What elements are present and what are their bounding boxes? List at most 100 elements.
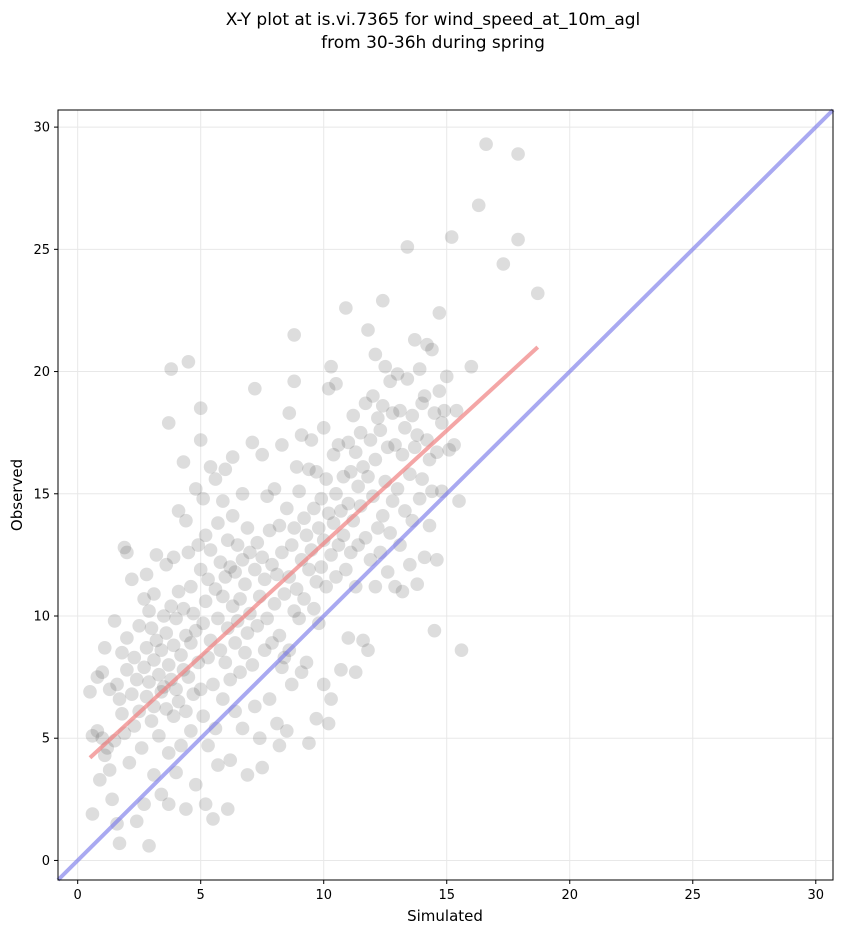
scatter-point bbox=[351, 538, 365, 552]
scatter-point bbox=[161, 746, 176, 760]
scatter-point bbox=[383, 526, 397, 540]
scatter-point bbox=[152, 667, 166, 682]
scatter-point bbox=[248, 381, 262, 396]
scatter-point bbox=[181, 545, 196, 560]
scatter-point bbox=[248, 699, 262, 714]
scatter-point bbox=[193, 562, 208, 577]
scatter-point bbox=[147, 653, 161, 667]
scatter-point bbox=[265, 557, 279, 572]
scatter-point bbox=[85, 807, 100, 821]
scatter-point bbox=[147, 768, 161, 782]
scatter-point bbox=[181, 354, 196, 369]
scatter-point bbox=[201, 738, 215, 753]
scatter-point bbox=[208, 472, 223, 486]
scatter-point bbox=[220, 621, 235, 636]
scatter-point bbox=[159, 557, 174, 572]
scatter-point bbox=[142, 838, 156, 853]
scatter-point bbox=[159, 626, 174, 640]
scatter-point bbox=[316, 533, 331, 548]
axis-ticks: 0 5 10 15 20 25 30 0 5 10 15 20 25 30 bbox=[33, 121, 824, 903]
scatter-point bbox=[117, 540, 132, 555]
scatter-point bbox=[334, 662, 348, 677]
scatter-point bbox=[233, 592, 247, 606]
identity-line bbox=[56, 108, 835, 882]
scatter-point bbox=[311, 521, 326, 535]
scatter-point bbox=[93, 772, 107, 787]
scatter-point bbox=[395, 447, 410, 462]
scatter-point bbox=[511, 147, 525, 161]
scatter-point bbox=[245, 435, 260, 450]
scatter-point bbox=[257, 572, 272, 587]
scatter-point bbox=[161, 797, 176, 812]
x-tick-label: 15 bbox=[438, 888, 455, 903]
scatter-point bbox=[179, 802, 193, 816]
scatter-point bbox=[371, 411, 385, 425]
scatter-point bbox=[156, 680, 171, 694]
scatter-point bbox=[400, 372, 415, 386]
scatter-point bbox=[164, 599, 178, 614]
scatter-point bbox=[346, 408, 361, 423]
scatter-point bbox=[112, 692, 127, 706]
scatter-point bbox=[294, 665, 309, 680]
fit-line bbox=[88, 345, 540, 760]
scatter-point bbox=[240, 521, 255, 535]
scatter-point bbox=[169, 682, 183, 697]
scatter-point bbox=[287, 521, 301, 535]
scatter-point bbox=[218, 570, 233, 584]
scatter-point bbox=[307, 501, 321, 516]
scatter-point bbox=[161, 658, 176, 672]
scatter-point bbox=[198, 797, 213, 812]
scatter-point bbox=[380, 440, 395, 455]
scatter-point bbox=[105, 792, 119, 807]
scatter-point bbox=[432, 384, 447, 398]
x-tick-label: 0 bbox=[74, 888, 82, 903]
scatter-point bbox=[171, 694, 186, 709]
scatter-point bbox=[378, 359, 393, 374]
scatter-point bbox=[125, 572, 139, 587]
scatter-point bbox=[343, 545, 358, 560]
scatter-point bbox=[309, 464, 324, 479]
scatter-point bbox=[319, 579, 333, 594]
scatter-point bbox=[361, 643, 375, 658]
scatter-point bbox=[228, 636, 242, 650]
scatter-point bbox=[186, 606, 201, 621]
scatter-point bbox=[297, 592, 311, 606]
scatter-point bbox=[164, 362, 178, 376]
y-tick-label: 20 bbox=[33, 365, 50, 380]
scatter-point bbox=[262, 523, 277, 538]
y-tick-label: 30 bbox=[33, 121, 50, 136]
scatter-point bbox=[366, 389, 380, 403]
scatter-point bbox=[208, 582, 223, 596]
scatter-point bbox=[218, 462, 233, 477]
scatter-point bbox=[85, 728, 100, 743]
scatter-point bbox=[407, 440, 422, 455]
scatter-point bbox=[228, 565, 242, 579]
scatter-point bbox=[395, 584, 410, 599]
scatter-point bbox=[176, 455, 191, 469]
scatter-point bbox=[154, 643, 169, 658]
scatter-point bbox=[324, 548, 338, 562]
scatter-point bbox=[196, 709, 210, 724]
y-tick-label: 15 bbox=[33, 487, 50, 502]
scatter-point bbox=[415, 396, 429, 411]
scatter-point bbox=[289, 460, 304, 474]
scatter-point bbox=[294, 428, 309, 442]
scatter-point bbox=[319, 472, 333, 486]
scatter-point bbox=[390, 367, 405, 381]
scatter-point bbox=[449, 403, 464, 418]
scatter-point bbox=[334, 504, 348, 518]
scatter-point bbox=[166, 638, 181, 653]
scatter-point bbox=[240, 768, 255, 782]
scatter-point bbox=[388, 579, 402, 594]
scatter-point bbox=[299, 655, 314, 670]
scatter-point bbox=[142, 675, 156, 689]
scatter-point bbox=[238, 645, 252, 660]
scatter-point bbox=[206, 677, 220, 692]
scatter-point bbox=[511, 232, 525, 247]
scatter-point bbox=[422, 452, 437, 467]
scatter-point bbox=[137, 797, 151, 812]
scatter-point bbox=[425, 342, 439, 357]
scatter-point bbox=[275, 660, 289, 675]
scatter-point bbox=[336, 528, 351, 543]
scatter-point bbox=[368, 579, 383, 594]
